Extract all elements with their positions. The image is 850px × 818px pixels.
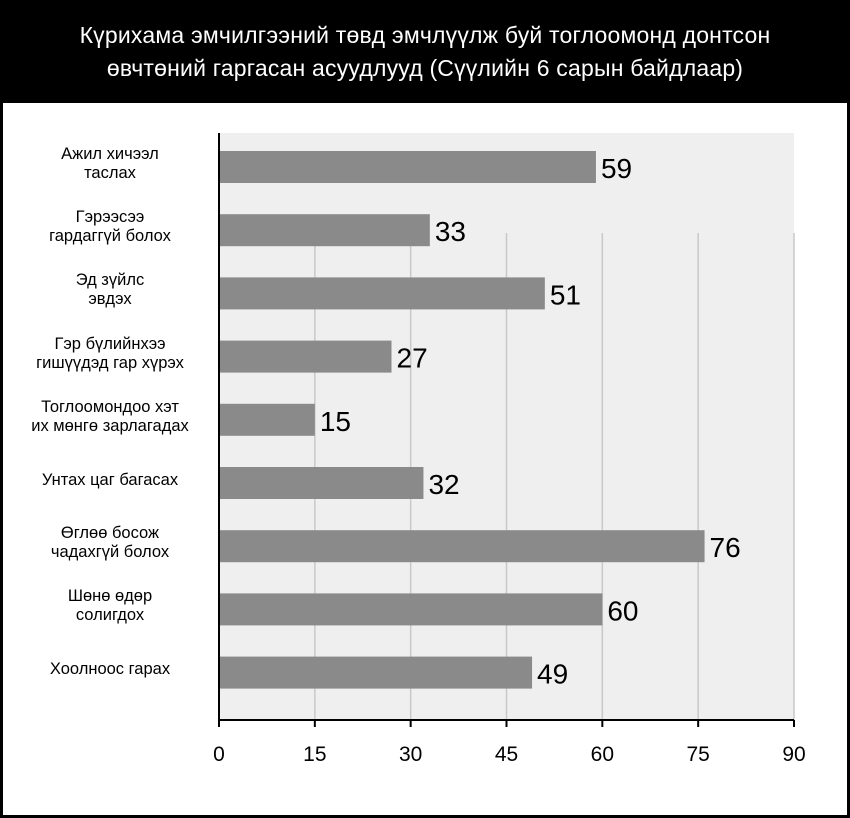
bar-3: [219, 277, 545, 310]
category-label-1: Ажил хичээл таслах: [9, 145, 211, 183]
category-label-4: Гэр бүлийнхээ гишүүдэд гар хүрэх: [9, 335, 211, 373]
bar-8: [219, 593, 603, 626]
category-label-line: Хоолноос гарах: [49, 660, 171, 679]
category-label-9: Хоолноос гарах: [9, 660, 211, 679]
category-label-line: Өглөө босож: [60, 524, 160, 543]
bar-7: [219, 530, 705, 563]
category-label-line: их мөнгө зарлагадах: [31, 416, 189, 435]
category-label-2: Гэрээсээ гардаггүй болох: [9, 208, 211, 246]
x-tick-label-30: 30: [399, 743, 422, 766]
value-label-5: 15: [320, 406, 351, 437]
chart-title-line-1: Күрихама эмчилгээний төвд эмчлүүлж буй т…: [79, 21, 771, 48]
chart-header: Күрихама эмчилгээний төвд эмчлүүлж буй т…: [0, 0, 850, 103]
bar-6: [219, 467, 424, 499]
category-label-line: Тоглоомондоо хэт: [41, 397, 179, 416]
bar-2: [219, 214, 430, 247]
value-label-1: 59: [601, 153, 632, 184]
bar-chart: 59 33 51 27 15 32 76 60 49 0 15 30 45 60 75 90: [213, 133, 806, 766]
category-label-line: Шөнө өдөр: [67, 587, 153, 606]
value-label-6: 32: [428, 469, 459, 500]
x-tick-label-60: 60: [591, 743, 614, 766]
bar-1: [219, 151, 596, 183]
category-label-line: Ажил хичээл: [61, 145, 159, 163]
category-label-3: Эд зүйлс эвдэх: [9, 271, 211, 309]
x-tick-label-90: 90: [782, 743, 805, 766]
value-label-7: 76: [710, 532, 741, 563]
category-label-7: Өглөө босож чадахгүй болох: [9, 524, 211, 562]
bar-9: [219, 656, 533, 689]
bar-4: [219, 340, 392, 373]
x-tick-label-15: 15: [303, 743, 326, 766]
value-label-2: 33: [435, 216, 466, 247]
category-label-8: Шөнө өдөр солигдох: [9, 587, 211, 625]
category-label-6: Унтах цаг багасах: [9, 471, 211, 490]
category-label-line: солигдох: [75, 606, 145, 625]
category-label-line: Гэр бүлийнхээ: [54, 334, 166, 353]
chart-title-line-2: өвчтөний гаргасан асуудлууд (Сүүлийн 6 с…: [106, 54, 744, 81]
value-label-8: 60: [607, 595, 638, 626]
chart-panel: 59 33 51 27 15 32 76 60 49 0 15 30 45 60 75 90 Ажил хич…: [3, 103, 847, 815]
category-label-line: Гэрээсээ: [75, 208, 145, 227]
value-label-9: 49: [537, 659, 568, 690]
value-label-3: 51: [550, 279, 581, 310]
x-tick-label-0: 0: [213, 743, 225, 766]
category-label-5: Тоглоомондоо хэт их мөнгө зарлагадах: [9, 398, 211, 436]
category-label-line: гардаггүй болох: [49, 227, 171, 246]
x-tick-label-75: 75: [686, 743, 709, 766]
category-label-line: эвдэх: [88, 290, 132, 309]
category-label-line: Унтах цаг багасах: [41, 470, 179, 489]
category-label-line: Эд зүйлс: [75, 271, 145, 290]
category-label-line: чадахгүй болох: [50, 543, 170, 562]
value-label-4: 27: [397, 343, 428, 374]
category-label-line: таслах: [84, 164, 136, 182]
bar-5: [219, 403, 315, 436]
x-tick-label-45: 45: [495, 743, 518, 766]
category-label-line: гишүүдэд гар хүрэх: [36, 353, 184, 372]
